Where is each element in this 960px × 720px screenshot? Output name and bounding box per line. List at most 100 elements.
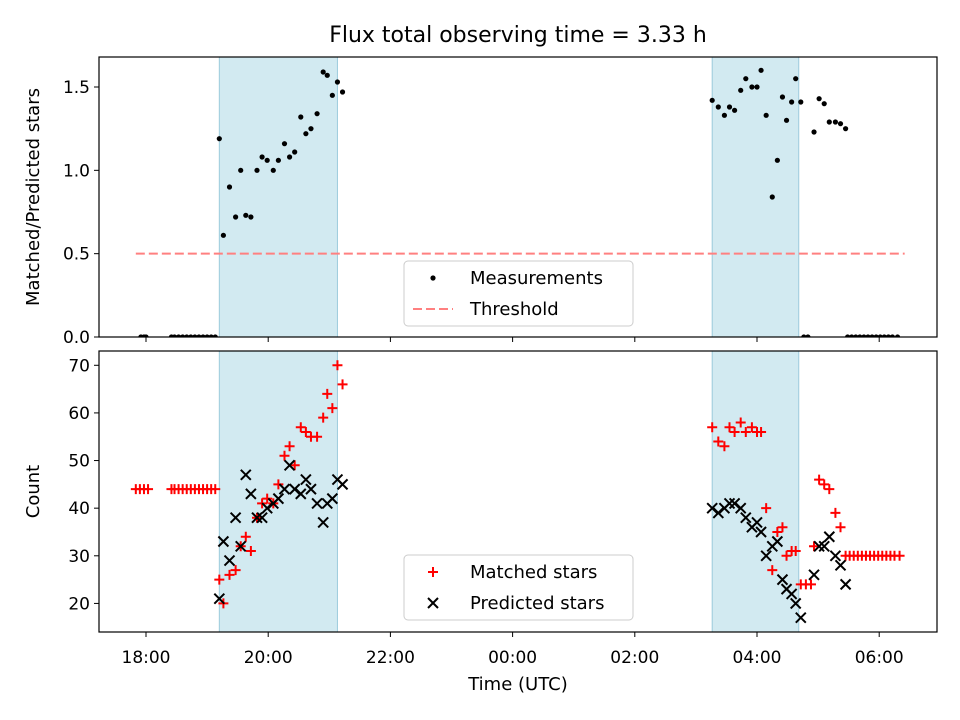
matched-stars-point bbox=[761, 503, 772, 514]
matched-stars-point bbox=[767, 565, 778, 576]
matched-stars-point bbox=[824, 484, 835, 495]
measurement-point bbox=[264, 157, 270, 163]
predicted-stars-point bbox=[245, 488, 257, 500]
y-axis-label: Count bbox=[23, 465, 44, 518]
predicted-stars-point bbox=[834, 559, 847, 572]
y-tick-label: 30 bbox=[68, 547, 90, 567]
measurement-point bbox=[857, 334, 863, 337]
y-tick-label: 70 bbox=[68, 356, 90, 376]
measurement-point bbox=[196, 334, 202, 337]
matched-stars-point bbox=[735, 417, 746, 428]
matched-stars-point bbox=[230, 565, 241, 576]
measurement-point bbox=[769, 194, 775, 200]
matched-stars-point bbox=[279, 450, 290, 461]
predicted-stars-point bbox=[213, 592, 226, 605]
measurement-point bbox=[861, 334, 867, 337]
measurement-point bbox=[885, 334, 891, 337]
predicted-stars-point bbox=[295, 488, 307, 500]
measurement-point bbox=[793, 76, 799, 82]
predicted-stars-point bbox=[300, 473, 312, 486]
measurement-point bbox=[275, 157, 281, 163]
matched-stars-point bbox=[724, 422, 735, 433]
predicted-stars-point bbox=[823, 531, 836, 543]
predicted-stars-point bbox=[317, 516, 329, 529]
matched-stars-point bbox=[312, 431, 323, 442]
measurement-point bbox=[774, 157, 780, 163]
measurement-point bbox=[320, 69, 326, 75]
bottom-panel: 20 30 40 50 60 70 18:00 20:00 22:00 00:00 02:00 04:… bbox=[23, 350, 938, 668]
matched-stars-point bbox=[719, 441, 730, 452]
measurement-point bbox=[171, 334, 178, 337]
measurement-point bbox=[292, 149, 298, 155]
predicted-stars-point bbox=[723, 497, 736, 510]
measurement-point bbox=[779, 94, 786, 100]
measurement-point bbox=[801, 334, 807, 337]
x-tick-label: 02:00 bbox=[610, 648, 659, 668]
predicted-stars-point bbox=[240, 469, 252, 481]
measurement-point bbox=[192, 334, 198, 337]
measurement-point bbox=[208, 334, 214, 337]
measurement-point bbox=[783, 117, 790, 123]
measurement-point bbox=[298, 114, 304, 120]
measurement-point bbox=[339, 89, 346, 95]
matched-stars-point bbox=[790, 546, 801, 557]
matched-stars-point bbox=[210, 484, 221, 495]
y-tick-label: 1.0 bbox=[63, 161, 90, 181]
measurement-point bbox=[821, 101, 827, 107]
matched-stars-point bbox=[781, 550, 792, 561]
measurement-point bbox=[329, 92, 335, 98]
measurement-point bbox=[286, 154, 293, 160]
y-axis-label: Matched/Predicted stars bbox=[23, 88, 44, 306]
measurement-point bbox=[853, 334, 859, 337]
measurement-point bbox=[303, 131, 309, 137]
measurement-point bbox=[881, 334, 887, 337]
matched-stars-point bbox=[805, 579, 816, 590]
measurement-point bbox=[837, 121, 844, 127]
measurement-point bbox=[248, 214, 254, 220]
measurement-point bbox=[754, 84, 760, 90]
plot-area bbox=[135, 57, 905, 337]
predicted-stars-point bbox=[785, 588, 798, 600]
y-tick-label: 60 bbox=[68, 404, 90, 424]
measurement-point bbox=[877, 334, 883, 337]
y-tick-label: 20 bbox=[68, 594, 90, 614]
predicted-stars-point bbox=[283, 459, 296, 472]
legend-marker-predicted-stars bbox=[427, 597, 439, 609]
matched-stars-point bbox=[756, 426, 767, 437]
predicted-stars-point bbox=[278, 483, 291, 495]
predicted-stars-point bbox=[734, 502, 747, 514]
matched-stars-point bbox=[814, 474, 825, 485]
measurement-point bbox=[334, 79, 341, 85]
measurement-point bbox=[826, 119, 832, 125]
predicted-stars-point bbox=[272, 492, 285, 505]
predicted-stars-point bbox=[217, 535, 230, 548]
observing-window-band bbox=[218, 351, 338, 632]
predicted-stars-point bbox=[808, 569, 820, 581]
measurement-point bbox=[763, 112, 769, 118]
legend-marker-measurements bbox=[430, 275, 436, 281]
measurement-point bbox=[216, 136, 222, 142]
plot-area bbox=[130, 351, 905, 632]
predicted-stars-point bbox=[751, 516, 763, 529]
measurement-point bbox=[259, 154, 265, 160]
measurement-point bbox=[324, 72, 330, 78]
matched-stars-point bbox=[322, 388, 333, 399]
legend: Measurements Threshold bbox=[403, 260, 634, 327]
measurement-point bbox=[721, 112, 728, 118]
measurement-point bbox=[816, 96, 822, 102]
matched-stars-point bbox=[289, 460, 300, 471]
matched-stars-point bbox=[746, 422, 757, 433]
x-tick-label: 04:00 bbox=[733, 648, 782, 668]
predicted-stars-point bbox=[839, 578, 852, 591]
matched-stars-point bbox=[143, 484, 154, 495]
measurement-point bbox=[200, 334, 206, 337]
measurement-point bbox=[894, 334, 901, 337]
legend-label: Matched stars bbox=[470, 562, 597, 583]
y-tick-label: 0.5 bbox=[63, 245, 90, 265]
measurement-point bbox=[715, 104, 721, 110]
matched-stars-point bbox=[332, 360, 343, 371]
matched-stars-point bbox=[713, 436, 724, 447]
x-tick-label: 20:00 bbox=[244, 648, 293, 668]
matched-stars-point bbox=[707, 422, 718, 433]
